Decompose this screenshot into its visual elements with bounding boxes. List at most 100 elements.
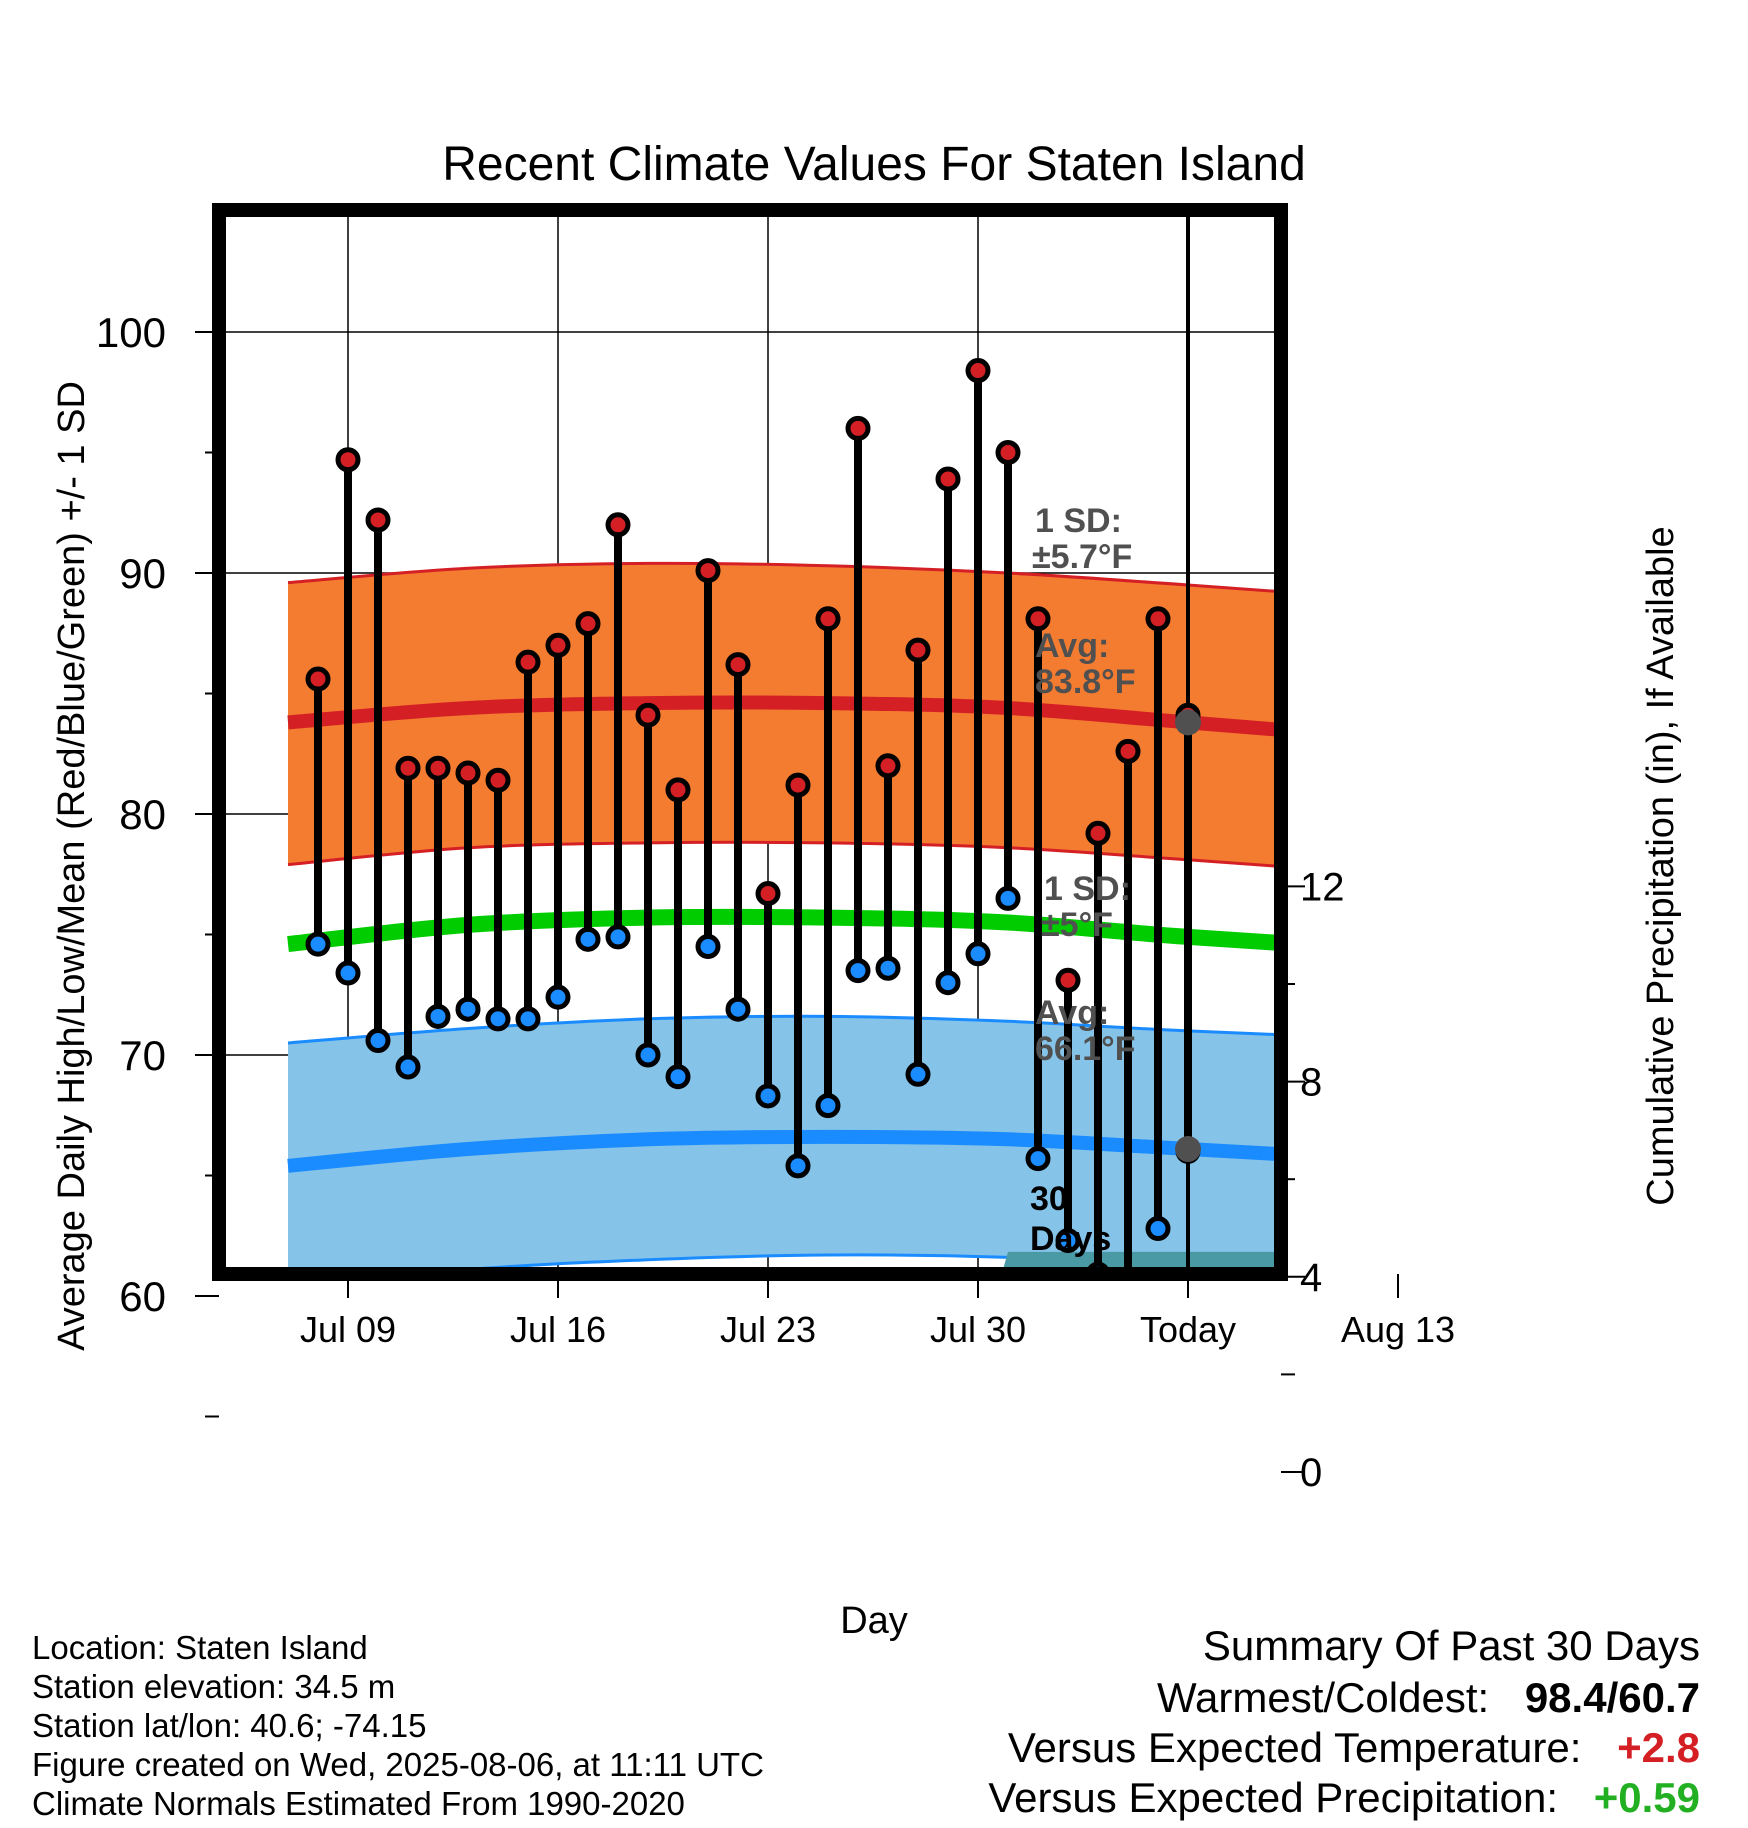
daily-low-point: [935, 970, 961, 996]
temp-label: Versus Expected Temperature:: [1007, 1724, 1582, 1771]
daily-low-point: [545, 984, 571, 1010]
summary-title: Summary Of Past 30 Days: [1202, 1622, 1700, 1669]
axes: 60 70 80 90 100 0 4 8 12 Jul 09 Jul 16 Jul 23 Jul 30…: [96, 203, 1455, 1495]
daily-high-point: [875, 753, 901, 779]
daily-high-point: [1115, 738, 1141, 764]
daily-low-point: [515, 1006, 541, 1032]
high-sd-label: 1 SD:: [1035, 502, 1122, 540]
low-avg-value: 66.1°F: [1035, 1030, 1136, 1068]
daily-high-point: [425, 755, 451, 781]
daily-high-point: [785, 772, 811, 798]
daily-high-point: [485, 767, 511, 793]
station-info: Location: Staten Island Station elevatio…: [32, 1628, 764, 1823]
x-tick-label: Today: [1140, 1309, 1236, 1350]
x-tick-label: Jul 16: [510, 1309, 606, 1350]
daily-high-point: [455, 760, 481, 786]
x-tick-label: Jul 09: [300, 1309, 396, 1350]
y2-axis-label: Cumulative Precipitation (in), If Availa…: [1640, 526, 1682, 1205]
daily-low-point: [695, 934, 721, 960]
daily-low-point: [1025, 1146, 1051, 1172]
daily-low-point: [995, 885, 1021, 911]
daily-high-point: [395, 755, 421, 781]
daily-high-point: [605, 512, 631, 538]
daily-low-point: [755, 1083, 781, 1109]
daily-low-point: [485, 1006, 511, 1032]
daily-low-point: [335, 960, 361, 986]
daily-high-point: [545, 632, 571, 658]
daily-high-point: [965, 358, 991, 384]
chart-title: Recent Climate Values For Staten Island: [442, 138, 1306, 191]
daily-high-point: [305, 666, 331, 692]
precip-area: [1003, 1251, 1275, 1268]
daily-high-point: [845, 415, 871, 441]
daily-low-point: [965, 941, 991, 967]
temp-value: +2.8: [1617, 1724, 1700, 1771]
high-avg-value: 83.8°F: [1035, 663, 1136, 701]
daily-high-point: [995, 440, 1021, 465]
y2-tick-label: 4: [1300, 1256, 1322, 1300]
precip-value: +0.59: [1593, 1774, 1700, 1821]
daily-high-point: [935, 466, 961, 492]
today-low-avg-marker: [1175, 1135, 1201, 1162]
y-tick-label: 100: [96, 309, 166, 356]
low-sd-label: 1 SD:: [1044, 870, 1131, 908]
created-text: Figure created on Wed, 2025-08-06, at 11…: [32, 1746, 764, 1783]
daily-low-point: [845, 958, 871, 984]
y-axis-label: Average Daily High/Low/Mean (Red/Blue/Gr…: [51, 381, 93, 1351]
daily-high-point: [1145, 606, 1171, 632]
normal-high-line: [287, 695, 1275, 737]
daily-high-point: [1085, 820, 1111, 846]
daily-high-point: [755, 881, 781, 907]
low-avg-label: Avg:: [1035, 994, 1109, 1032]
high-sd-band: [288, 563, 1275, 867]
y2-tick-label: 0: [1300, 1451, 1322, 1495]
daily-low-point: [725, 996, 751, 1022]
location-text: Location: Staten Island: [32, 1629, 368, 1666]
low-sd-value: ±5°F: [1041, 906, 1113, 944]
elevation-text: Station elevation: 34.5 m: [32, 1668, 396, 1705]
daily-low-point: [815, 1093, 841, 1119]
y-tick-label: 90: [119, 550, 166, 597]
daily-high-point: [725, 652, 751, 678]
y2-tick-label: 12: [1300, 865, 1345, 909]
daily-high-point: [695, 558, 721, 584]
x-axis-label: Day: [840, 1600, 908, 1642]
daily-low-point: [605, 924, 631, 950]
daily-low-point: [785, 1153, 811, 1179]
daily-high-point: [335, 447, 361, 473]
normals-text: Climate Normals Estimated From 1990-2020: [32, 1785, 685, 1822]
high-sd-upper-line: [287, 561, 1275, 593]
daily-high-point: [365, 507, 391, 533]
daily-low-point: [875, 955, 901, 981]
y2-tick-label: 8: [1300, 1061, 1322, 1105]
y-tick-label: 60: [119, 1273, 166, 1320]
daily-high-point: [815, 606, 841, 632]
y-tick-label: 70: [119, 1032, 166, 1079]
daily-low-point: [455, 996, 481, 1022]
daily-low-point: [365, 1028, 391, 1054]
today-high-avg-marker: [1175, 709, 1201, 736]
daily-high-point: [665, 777, 691, 803]
daily-high-point: [905, 637, 931, 663]
precip-label: Versus Expected Precipitation:: [988, 1774, 1559, 1821]
x-tick-label: Jul 30: [930, 1309, 1026, 1350]
warmest-value: 98.4/60.7: [1524, 1674, 1700, 1721]
summary-panel: Summary Of Past 30 Days Warmest/Coldest:…: [800, 1622, 1700, 1822]
normal-low-line: [287, 1129, 1275, 1173]
high-sd-value: ±5.7°F: [1032, 538, 1132, 576]
daily-low-point: [425, 1003, 451, 1029]
daily-high-point: [575, 611, 601, 637]
summary-temp-row: Versus Expected Temperature: +2.8: [1008, 1724, 1700, 1772]
summary-warmest-row: Warmest/Coldest: 98.4/60.7: [1157, 1674, 1700, 1722]
period-label-unit: Days: [1030, 1220, 1111, 1258]
daily-low-point: [1055, 1228, 1081, 1254]
x-tick-label: Jul 23: [720, 1309, 816, 1350]
daily-high-point: [635, 702, 661, 728]
daily-high-point: [1055, 967, 1081, 993]
high-avg-label: Avg:: [1035, 627, 1109, 665]
warmest-label: Warmest/Coldest:: [1156, 1674, 1490, 1721]
